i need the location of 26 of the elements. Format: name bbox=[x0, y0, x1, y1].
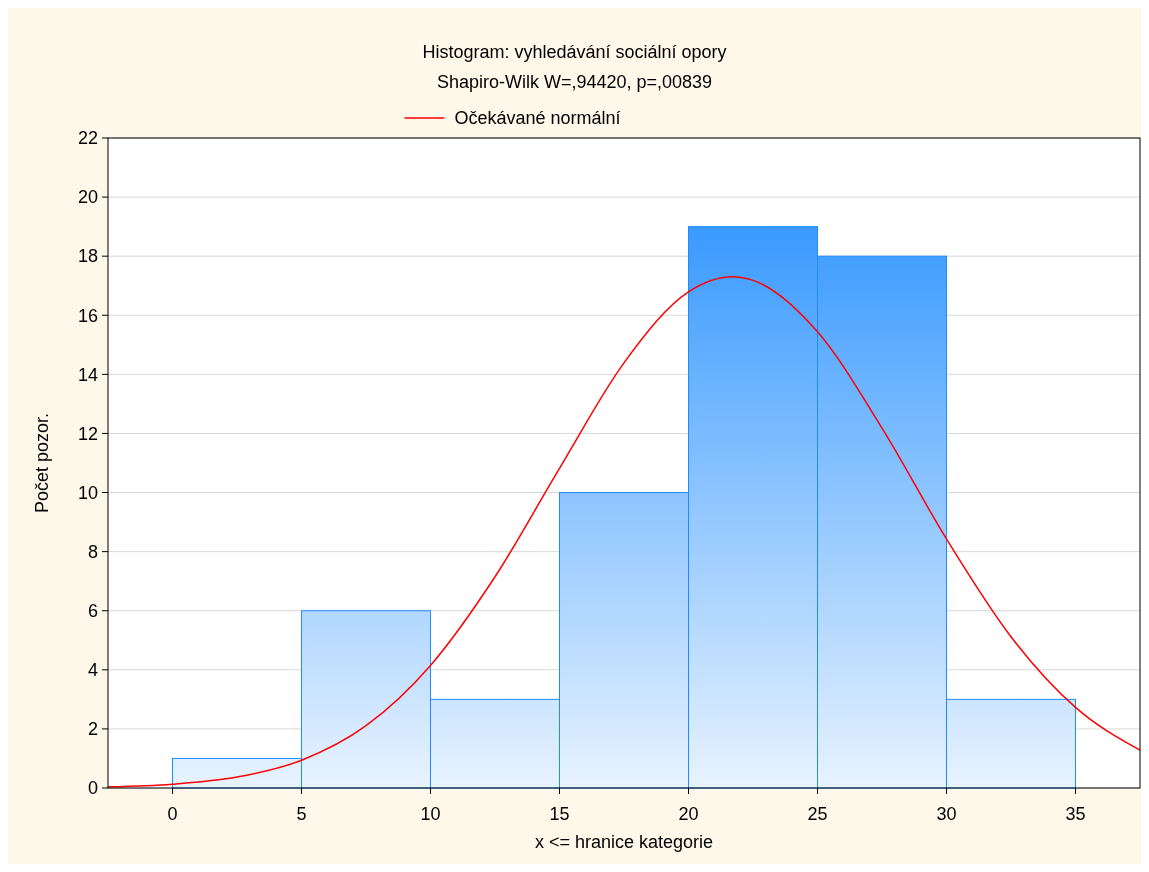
x-tick-label: 20 bbox=[678, 804, 699, 824]
legend-label: Očekávané normální bbox=[454, 108, 621, 129]
y-tick-label: 6 bbox=[87, 601, 98, 622]
x-axis-title: x <= hranice kategorie bbox=[534, 832, 714, 852]
x-tick-label: 10 bbox=[420, 804, 441, 824]
y-tick-label: 20 bbox=[77, 187, 98, 208]
x-tick-label: 25 bbox=[807, 804, 828, 824]
y-tick-label: 12 bbox=[77, 423, 98, 444]
x-tick-label: 35 bbox=[1065, 804, 1086, 824]
y-tick-label: 4 bbox=[87, 660, 98, 681]
y-tick-label: 2 bbox=[87, 719, 98, 740]
x-tick-label: 0 bbox=[167, 804, 178, 824]
y-axis-title: Počet pozor. bbox=[32, 412, 52, 514]
chart-title: Histogram: vyhledávání sociální opory bbox=[422, 42, 727, 62]
y-tick-label: 16 bbox=[77, 305, 98, 326]
chart-subtitle: Shapiro-Wilk W=,94420, p=,00839 bbox=[436, 72, 713, 92]
y-tick-label: 22 bbox=[77, 128, 98, 149]
y-tick-label: 8 bbox=[87, 541, 98, 562]
line-series bbox=[108, 276, 1140, 788]
y-tick-label: 0 bbox=[87, 778, 98, 799]
x-tick-label: 30 bbox=[936, 804, 957, 824]
x-tick-label: 5 bbox=[296, 804, 307, 824]
y-tick-label: 18 bbox=[77, 246, 98, 267]
y-tick-label: 14 bbox=[77, 364, 98, 385]
x-tick-label: 15 bbox=[549, 804, 570, 824]
y-tick-label: 10 bbox=[77, 482, 98, 503]
